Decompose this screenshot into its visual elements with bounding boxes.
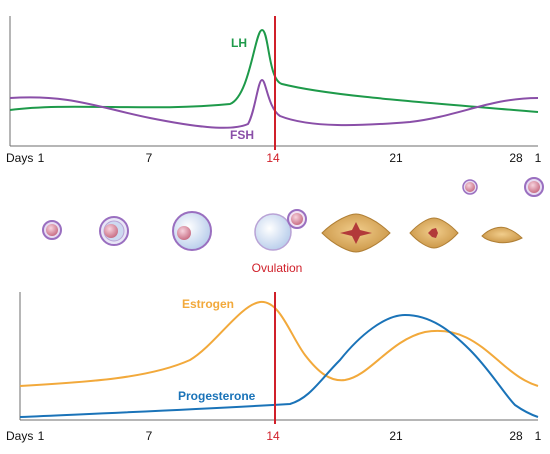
mature-follicle-icon — [254, 209, 307, 251]
top-tick-next-1: 1 — [535, 151, 542, 165]
bottom-tick-7: 7 — [146, 429, 153, 443]
top-tick-7: 7 — [146, 151, 153, 165]
corpus-albicans-icon — [481, 226, 523, 244]
estrogen-curve — [19, 300, 539, 387]
top-chart: LH FSH Days 1 7 14 21 28 1 — [6, 16, 542, 165]
bottom-axis-prefix: Days — [6, 429, 33, 443]
ovulation-label: Ovulation — [252, 261, 303, 275]
fsh-curve — [9, 78, 539, 129]
fsh-label: FSH — [230, 128, 254, 142]
corpus-luteum-medium-icon — [409, 217, 459, 249]
corpus-luteum-large-icon — [321, 213, 391, 253]
secondary-follicle-icon — [172, 211, 212, 251]
primordial-follicle-icon — [42, 220, 62, 240]
lh-curve — [9, 28, 539, 113]
primary-follicle-icon — [99, 216, 129, 246]
progesterone-curve — [19, 313, 539, 418]
bottom-chart: Estrogen Progesterone Days 1 7 14 21 28 … — [6, 292, 542, 443]
bottom-tick-28: 28 — [509, 429, 523, 443]
top-tick-28: 28 — [509, 151, 523, 165]
ovarian-cycle-illustration: Ovulation — [42, 177, 544, 275]
lh-label: LH — [231, 36, 247, 50]
top-tick-21: 21 — [389, 151, 403, 165]
new-follicle-icon — [524, 177, 544, 197]
estrogen-label: Estrogen — [182, 297, 234, 311]
top-tick-1: 1 — [38, 151, 45, 165]
bottom-tick-next-1: 1 — [535, 429, 542, 443]
bottom-tick-21: 21 — [389, 429, 403, 443]
top-tick-14: 14 — [266, 151, 280, 165]
bottom-tick-1: 1 — [38, 429, 45, 443]
top-axis-prefix: Days — [6, 151, 33, 165]
new-follicle-small-icon — [462, 179, 478, 195]
bottom-tick-14: 14 — [266, 429, 280, 443]
progesterone-label: Progesterone — [178, 389, 256, 403]
